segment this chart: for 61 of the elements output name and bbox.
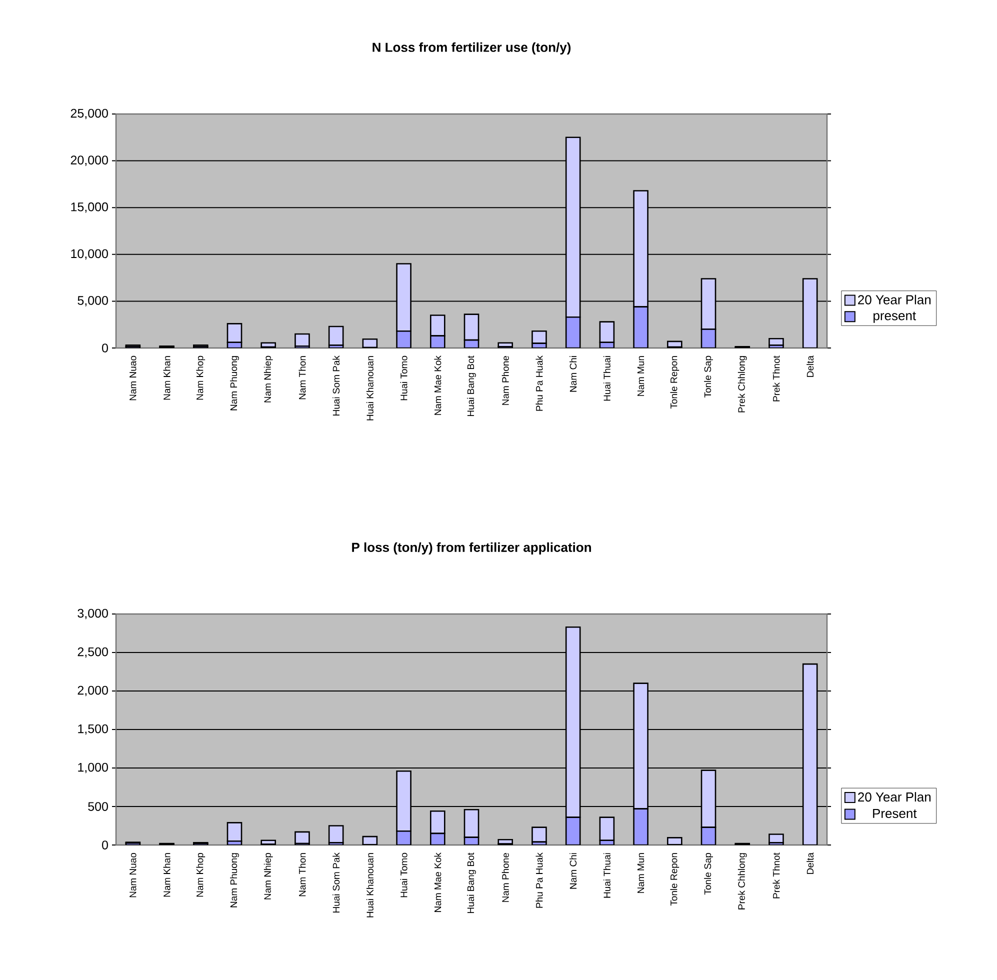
x-tick-label: Nam Phuong xyxy=(230,853,239,908)
x-tick-label: Nam Khan xyxy=(163,853,170,897)
x-tick-label: Huai Som Pak xyxy=(332,852,340,912)
x-tick-label: Huai Som Pak xyxy=(332,356,340,416)
legend-label: 20 Year Plan xyxy=(858,294,931,304)
x-tick-label: Huai Tomo xyxy=(400,852,408,898)
x-tick-label: Huai Tomo xyxy=(400,356,408,400)
x-tick-label: Prek Chhlong xyxy=(738,853,747,910)
x-tick-label: Nam Thon xyxy=(298,853,306,896)
x-tick-label: Nam Khan xyxy=(163,356,170,400)
x-tick-label: Prek Thnot xyxy=(772,356,780,402)
y-tick-label: 0 xyxy=(102,840,108,850)
x-tick-label: Nam Chi xyxy=(570,356,577,392)
x-tick-label: Huai Bang Bot xyxy=(467,356,476,416)
x-tick-label: Tonle Repon xyxy=(670,356,680,409)
y-tick-label: 1,500 xyxy=(78,724,108,735)
legend-label: Present xyxy=(873,808,917,818)
x-tick-label: Delta xyxy=(806,852,814,874)
x-tick-label: Nam Phone xyxy=(502,356,509,405)
x-tick-label: Prek Chhlong xyxy=(738,356,747,412)
y-tick-label: 15,000 xyxy=(71,202,108,213)
legend-label: present xyxy=(874,312,916,323)
y-tick-label: 500 xyxy=(88,802,108,811)
x-tick-label: Nam Khop xyxy=(196,852,206,897)
y-tick-label: 3,000 xyxy=(78,608,108,620)
x-tick-label: Nam Chi xyxy=(570,853,577,889)
y-tick-label: 20,000 xyxy=(70,156,108,166)
x-tick-label: Phu Pa Huak xyxy=(536,852,543,908)
x-tick-label: Huai Khanouan xyxy=(366,853,374,918)
y-tick-label: 1,000 xyxy=(78,762,108,774)
chart-title: P loss (ton/y) from fertilizer application xyxy=(352,542,591,555)
x-tick-label: Nam Nuao xyxy=(130,852,136,898)
y-tick-label: 2,000 xyxy=(78,686,108,696)
x-tick-label: Phu Pa Huak xyxy=(536,356,543,411)
x-tick-label: Nam Phuong xyxy=(230,356,239,410)
x-tick-label: Prek Thnot xyxy=(772,852,780,898)
y-tick-label: 25,000 xyxy=(70,108,108,120)
x-tick-label: Delta xyxy=(806,356,814,377)
x-tick-label: Nam Khop xyxy=(196,356,206,400)
x-tick-label: Huai Thuai xyxy=(603,853,610,898)
x-tick-label: Nam Phone xyxy=(502,852,509,902)
x-tick-label: Tonle Repon xyxy=(670,853,680,906)
legend-label: 20 Year Plan xyxy=(858,792,931,802)
x-tick-label: Nam Nhiep xyxy=(264,852,273,900)
chart-title: N Loss from fertilizer use (ton/y) xyxy=(372,42,571,55)
x-tick-label: Huai Thuai xyxy=(603,356,610,401)
y-tick-label: 2,500 xyxy=(78,647,108,658)
y-tick-label: 5,000 xyxy=(78,296,108,306)
x-tick-label: Nam Mae Kok xyxy=(434,356,442,415)
x-tick-label: Tonle Sap xyxy=(704,852,713,895)
x-tick-label: Nam Mun xyxy=(637,356,644,396)
x-tick-label: Nam Nuao xyxy=(130,356,136,400)
y-tick-label: 10,000 xyxy=(71,249,108,260)
x-tick-label: Nam Mae Kok xyxy=(434,852,442,912)
x-tick-label: Nam Nhiep xyxy=(264,356,273,402)
x-tick-label: Nam Thon xyxy=(298,356,306,400)
x-tick-label: Huai Khanouan xyxy=(366,356,374,420)
x-tick-label: Nam Mun xyxy=(637,853,644,893)
y-tick-label: 0 xyxy=(102,344,108,352)
x-tick-label: Tonle Sap xyxy=(704,356,713,398)
x-tick-label: Huai Bang Bot xyxy=(467,852,476,914)
